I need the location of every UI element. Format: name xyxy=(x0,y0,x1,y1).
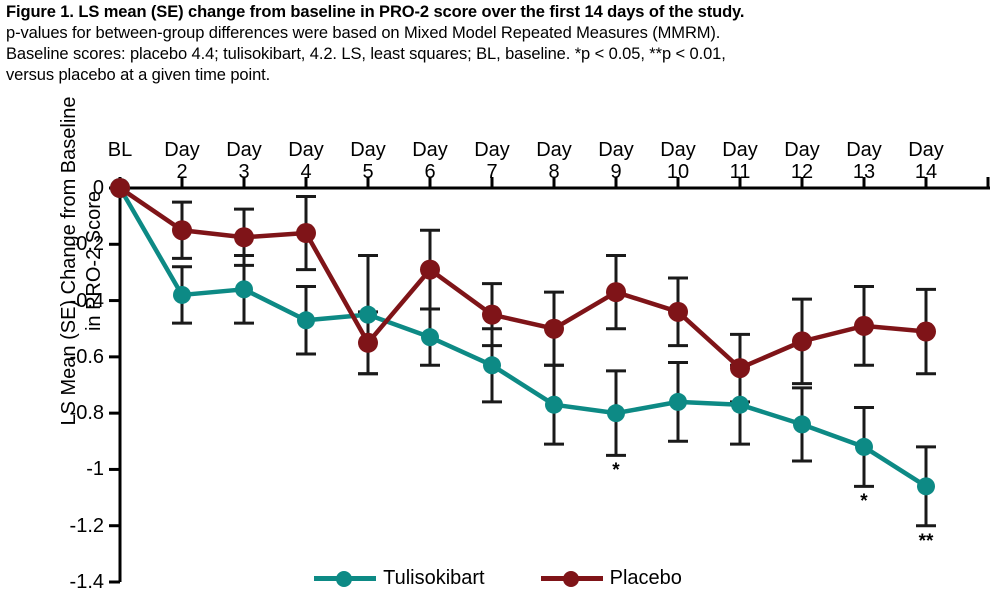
y-axis-tick-label: -1.4 xyxy=(69,571,104,593)
x-tick-line-2: 10 xyxy=(666,161,690,183)
x-axis-tick-label: Day 9 xyxy=(581,139,651,183)
x-axis-tick-label: Day 7 xyxy=(457,139,527,183)
significance-marker: * xyxy=(612,460,620,482)
x-tick-line-2: 5 xyxy=(362,161,374,183)
figure-caption: Figure 1. LS mean (SE) change from basel… xyxy=(6,2,990,86)
data-point-tulisokibart[interactable] xyxy=(669,392,687,411)
x-axis-tick-label: BL xyxy=(85,139,155,161)
data-point-tulisokibart[interactable] xyxy=(607,404,625,423)
figure-title: Figure 1. LS mean (SE) change from basel… xyxy=(6,3,745,21)
legend-swatch-icon xyxy=(314,570,377,587)
y-axis-tick-label: -1 xyxy=(86,458,104,481)
x-tick-line-1: Day xyxy=(660,139,696,161)
y-axis-tick-label: -0.6 xyxy=(69,345,104,368)
x-tick-line-2: 7 xyxy=(486,161,498,183)
x-tick-line-1: Day xyxy=(536,139,572,161)
legend-label: Tulisokibart xyxy=(383,567,485,589)
legend-item-placebo[interactable]: Placebo xyxy=(540,567,682,589)
x-tick-line-1: Day xyxy=(226,139,262,161)
data-point-placebo[interactable] xyxy=(110,178,130,198)
y-axis-tick-label: -0.8 xyxy=(69,402,104,425)
y-axis-tick-label: -0.2 xyxy=(69,233,104,256)
x-axis-tick-label: Day 11 xyxy=(705,139,775,183)
x-tick-line-2: 3 xyxy=(238,161,250,183)
x-tick-line-1: Day xyxy=(474,139,510,161)
x-tick-line-2: 8 xyxy=(548,161,560,183)
x-axis-tick-label: Day 6 xyxy=(395,139,465,183)
data-point-tulisokibart[interactable] xyxy=(855,437,873,456)
x-tick-line-1: Day xyxy=(598,139,634,161)
x-tick-line-2: 2 xyxy=(176,161,188,183)
x-axis-tick-label: Day 12 xyxy=(767,139,837,183)
data-point-placebo[interactable] xyxy=(296,223,316,244)
x-tick-line-1: Day xyxy=(350,139,386,161)
legend-marker-icon xyxy=(562,571,579,587)
y-axis-tick-label: -0.4 xyxy=(69,289,104,312)
caption-line-2: p-values for between-group differences w… xyxy=(6,24,721,42)
x-tick-line-2: 13 xyxy=(852,161,876,183)
x-tick-line-1: Day xyxy=(164,139,200,161)
legend-marker-icon xyxy=(336,571,353,587)
x-axis-tick-label: Day 4 xyxy=(271,139,341,183)
x-axis-tick-label: Day 3 xyxy=(209,139,279,183)
significance-marker: ** xyxy=(918,530,934,552)
data-point-placebo[interactable] xyxy=(606,282,626,303)
x-tick-line-2: 9 xyxy=(610,161,622,183)
data-point-tulisokibart[interactable] xyxy=(545,395,563,414)
data-point-placebo[interactable] xyxy=(668,301,688,322)
x-tick-line-1: Day xyxy=(908,139,944,161)
data-point-placebo[interactable] xyxy=(358,332,378,353)
data-point-tulisokibart[interactable] xyxy=(359,305,377,324)
x-axis-tick-label: Day 2 xyxy=(147,139,217,183)
series-line-placebo xyxy=(117,185,929,371)
x-tick-line-2: 6 xyxy=(424,161,436,183)
data-point-placebo[interactable] xyxy=(544,318,564,339)
x-tick-line-2: 4 xyxy=(300,161,312,183)
legend-item-tulisokibart[interactable]: Tulisokibart xyxy=(314,568,485,588)
x-tick-line-2: 12 xyxy=(790,161,814,183)
data-point-tulisokibart[interactable] xyxy=(421,328,439,347)
chart-legend: Tulisokibart Placebo xyxy=(0,568,996,588)
data-point-tulisokibart[interactable] xyxy=(297,311,315,330)
legend-swatch-icon xyxy=(540,570,603,587)
x-tick-line-1: Day xyxy=(722,139,758,161)
data-point-placebo[interactable] xyxy=(172,220,192,241)
data-point-placebo[interactable] xyxy=(792,331,812,352)
x-tick-line-2: 11 xyxy=(729,161,751,183)
x-tick-line-1: Day xyxy=(846,139,882,161)
data-point-placebo[interactable] xyxy=(854,315,874,336)
significance-marker: * xyxy=(860,491,868,513)
x-axis-tick-label: Day 5 xyxy=(333,139,403,183)
data-point-tulisokibart[interactable] xyxy=(173,285,191,304)
x-tick-line-1: Day xyxy=(412,139,448,161)
x-tick-line-1: Day xyxy=(784,139,820,161)
data-point-tulisokibart[interactable] xyxy=(483,356,501,375)
data-point-tulisokibart[interactable] xyxy=(235,280,253,299)
x-axis-tick-label: Day 10 xyxy=(643,139,713,183)
data-point-placebo[interactable] xyxy=(730,358,750,379)
caption-line-3: Baseline scores: placebo 4.4; tulisokiba… xyxy=(6,45,726,63)
x-tick-line-1: BL xyxy=(107,139,133,161)
caption-line-4: versus placebo at a given time point. xyxy=(6,66,271,84)
x-tick-line-2: 14 xyxy=(914,161,938,183)
y-axis-tick-label: -1.2 xyxy=(69,514,104,537)
legend-label: Placebo xyxy=(609,567,682,589)
y-axis-tick-label: 0 xyxy=(92,177,104,199)
data-point-placebo[interactable] xyxy=(234,227,254,248)
series-line-tulisokibart xyxy=(117,185,929,489)
x-axis-tick-label: Day 14 xyxy=(891,139,961,183)
x-axis-tick-label: Day 8 xyxy=(519,139,589,183)
x-tick-line-1: Day xyxy=(288,139,324,161)
data-point-placebo[interactable] xyxy=(482,304,502,325)
x-axis-tick-label: Day 13 xyxy=(829,139,899,183)
data-point-tulisokibart[interactable] xyxy=(793,415,811,434)
data-point-tulisokibart[interactable] xyxy=(917,477,935,496)
data-point-placebo[interactable] xyxy=(420,259,440,280)
data-point-placebo[interactable] xyxy=(916,321,936,342)
data-point-tulisokibart[interactable] xyxy=(731,395,749,414)
